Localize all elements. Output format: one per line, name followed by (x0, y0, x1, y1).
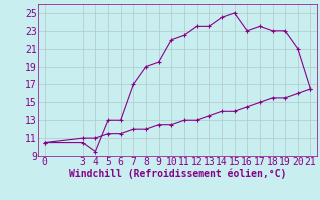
X-axis label: Windchill (Refroidissement éolien,°C): Windchill (Refroidissement éolien,°C) (69, 169, 286, 179)
